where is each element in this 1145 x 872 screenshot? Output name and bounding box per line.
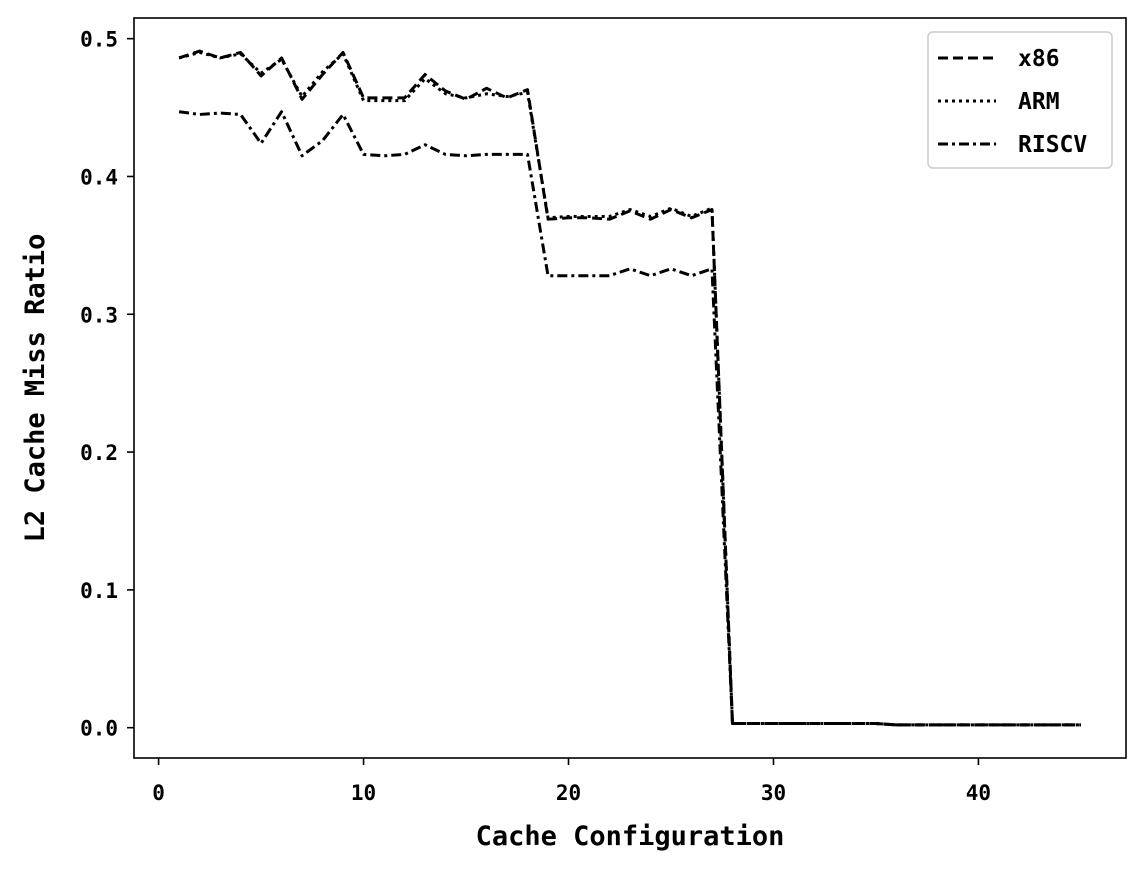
legend: x86 ARM RISCV — [927, 31, 1113, 169]
y-tick-label: 0.0 — [80, 717, 118, 741]
x-tick-label: 30 — [761, 781, 786, 805]
x-axis-label: Cache Configuration — [476, 821, 785, 852]
y-tick-label: 0.4 — [80, 165, 118, 189]
y-tick-label: 0.1 — [80, 579, 118, 603]
x-axis-ticks: 0 10 20 30 40 — [152, 758, 991, 805]
legend-label-arm: ARM — [1018, 89, 1060, 115]
y-axis-ticks: 0.0 0.1 0.2 0.3 0.4 0.5 — [80, 28, 134, 741]
legend-label-riscv: RISCV — [1018, 132, 1087, 158]
y-tick-label: 0.2 — [80, 441, 118, 465]
y-axis-label: L2 Cache Miss Ratio — [20, 234, 51, 543]
plot-frame — [133, 17, 1127, 759]
y-tick-label: 0.5 — [80, 28, 118, 52]
x-tick-label: 20 — [556, 781, 581, 805]
series-line-riscv — [178, 110, 1081, 727]
x-tick-label: 40 — [966, 781, 991, 805]
x-tick-label: 0 — [152, 781, 165, 805]
legend-box — [927, 31, 1113, 169]
x-tick-label: 10 — [351, 781, 376, 805]
series-line-arm — [178, 50, 1081, 727]
legend-label-x86: x86 — [1018, 46, 1060, 72]
plot-lines — [178, 49, 1081, 727]
y-tick-label: 0.3 — [80, 303, 118, 327]
